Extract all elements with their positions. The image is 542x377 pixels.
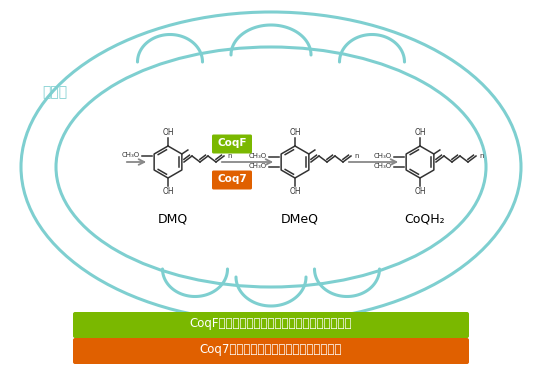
Text: CH₃O: CH₃O	[374, 163, 392, 169]
Text: OH: OH	[414, 187, 426, 196]
Text: Coq7: Coq7	[217, 175, 247, 184]
Text: CoqF（黄素单加氧酶）：植物，绿藻，疾原虫等: CoqF（黄素单加氧酶）：植物，绿藻，疾原虫等	[190, 317, 352, 331]
Text: OH: OH	[289, 128, 301, 137]
Text: CoQH₂: CoQH₂	[405, 212, 446, 225]
Text: OH: OH	[162, 128, 174, 137]
Text: CH₃O: CH₃O	[122, 152, 140, 158]
Text: DMeQ: DMeQ	[281, 212, 319, 225]
Text: Coq7（二铁羟化酶）：人，动物，真菌等: Coq7（二铁羟化酶）：人，动物，真菌等	[200, 343, 342, 357]
Text: DMQ: DMQ	[158, 212, 188, 225]
FancyBboxPatch shape	[73, 312, 469, 338]
Text: OH: OH	[414, 128, 426, 137]
Text: 线粒体: 线粒体	[42, 85, 67, 99]
Text: CH₃O: CH₃O	[249, 153, 267, 159]
Text: CH₃O: CH₃O	[374, 153, 392, 159]
Text: n: n	[227, 153, 231, 159]
Text: CoqF: CoqF	[217, 138, 247, 149]
Text: OH: OH	[289, 187, 301, 196]
Text: OH: OH	[162, 187, 174, 196]
Text: CH₃O: CH₃O	[249, 163, 267, 169]
FancyBboxPatch shape	[73, 338, 469, 364]
FancyBboxPatch shape	[212, 170, 252, 190]
Text: n: n	[479, 153, 483, 159]
Text: n: n	[354, 153, 358, 159]
FancyBboxPatch shape	[212, 135, 252, 153]
